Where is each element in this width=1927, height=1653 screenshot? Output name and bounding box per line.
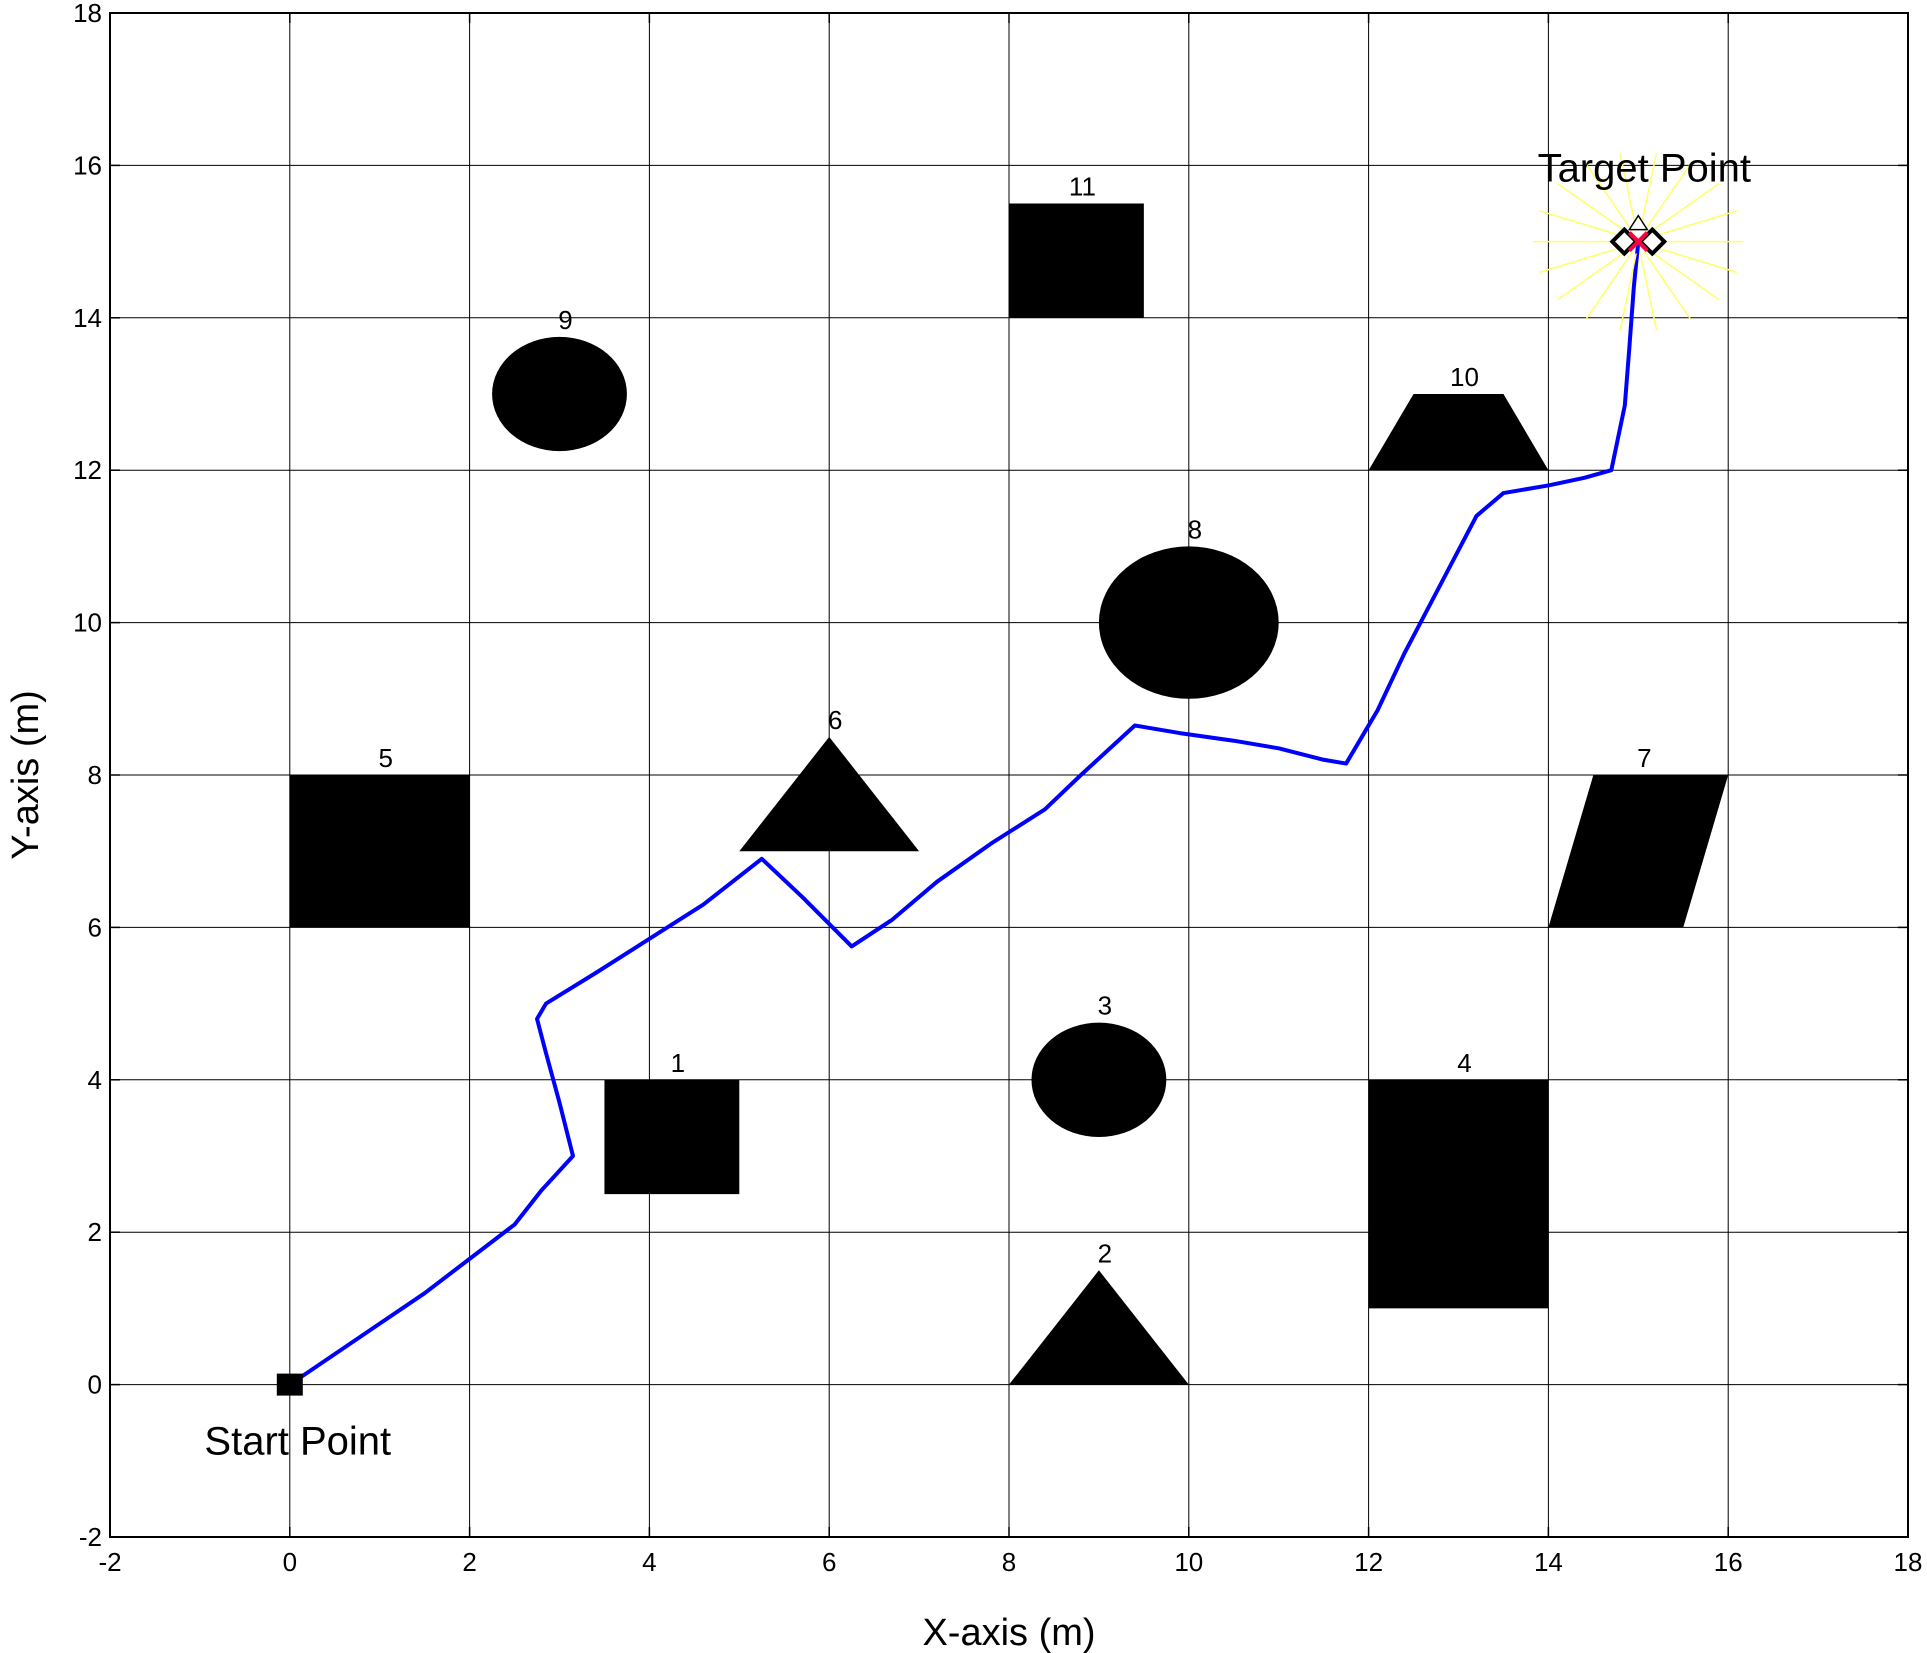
target-burst — [1533, 152, 1744, 331]
obstacles: 1 2 3 4 5 6 7 8 9 10 11 — [289, 172, 1729, 1385]
obstacle-1 — [604, 1079, 740, 1195]
burst-ray — [1585, 163, 1633, 232]
x-tick-label: 8 — [1002, 1547, 1016, 1577]
y-tick-label: 16 — [73, 150, 102, 180]
obstacle-label-6: 6 — [828, 705, 842, 735]
obstacle-label-4: 4 — [1457, 1048, 1471, 1078]
y-tick-label: -2 — [79, 1522, 102, 1552]
start-point-marker — [276, 1373, 303, 1396]
obstacle-label-9: 9 — [558, 305, 572, 335]
x-tick-label: 16 — [1714, 1547, 1743, 1577]
obstacle-8 — [1098, 546, 1279, 699]
obstacle-label-1: 1 — [671, 1048, 685, 1078]
target-triangle-marker — [1627, 214, 1649, 231]
burst-ray — [1647, 248, 1720, 301]
x-tick-label: 0 — [283, 1547, 297, 1577]
x-tick-label: -2 — [98, 1547, 121, 1577]
burst-ray — [1639, 253, 1658, 331]
obstacle-2 — [1009, 1270, 1189, 1385]
burst-ray — [1647, 183, 1720, 235]
y-tick-label: 4 — [88, 1065, 102, 1095]
robot-path — [288, 241, 1641, 1387]
x-tick-label: 6 — [822, 1547, 836, 1577]
burst-ray — [1619, 152, 1637, 230]
burst-ray — [1557, 183, 1630, 235]
y-tick-label: 2 — [88, 1217, 102, 1247]
obstacle-label-8: 8 — [1188, 514, 1202, 544]
y-tick-label: 6 — [88, 912, 102, 942]
x-tick-label: 4 — [642, 1547, 656, 1577]
obstacle-label-2: 2 — [1098, 1238, 1112, 1268]
x-tick-label: 10 — [1174, 1547, 1203, 1577]
burst-ray — [1619, 253, 1637, 331]
y-tick-label: 12 — [73, 455, 102, 485]
y-tick-label: 14 — [73, 303, 102, 333]
burst-ray — [1539, 210, 1628, 239]
y-tick-label: 18 — [73, 0, 102, 28]
obstacle-11 — [1009, 203, 1144, 318]
obstacle-label-10: 10 — [1450, 362, 1479, 392]
markers — [276, 152, 1744, 1396]
obstacle-3 — [1031, 1022, 1167, 1137]
start-point-label: Start Point — [204, 1420, 391, 1464]
burst-ray — [1649, 244, 1738, 274]
x-tick-label: 18 — [1894, 1547, 1923, 1577]
obstacle-label-5: 5 — [378, 743, 392, 773]
y-axis-label: Y-axis (m) — [5, 690, 47, 860]
obstacle-label-3: 3 — [1098, 991, 1112, 1021]
obstacle-4 — [1368, 1079, 1549, 1309]
y-tick-label: 0 — [88, 1370, 102, 1400]
target-cross-marker — [1627, 231, 1649, 253]
x-tick-label: 14 — [1534, 1547, 1563, 1577]
x-tick-label: 2 — [462, 1547, 476, 1577]
obstacle-9 — [492, 336, 627, 452]
obstacle-label-11: 11 — [1069, 172, 1096, 202]
y-tick-label: 10 — [73, 608, 102, 638]
obstacle-10 — [1368, 394, 1549, 471]
x-axis-label: X-axis (m) — [922, 1612, 1095, 1653]
path-line — [288, 241, 1641, 1387]
burst-ray — [1639, 152, 1658, 230]
burst-ray — [1643, 251, 1692, 320]
burst-ray — [1643, 163, 1692, 232]
obstacle-5 — [289, 775, 470, 928]
burst-ray — [1557, 248, 1630, 301]
x-tick-label: 12 — [1354, 1547, 1383, 1577]
obstacle-6 — [739, 736, 920, 852]
obstacle-7 — [1548, 775, 1729, 928]
burst-ray — [1649, 210, 1738, 239]
burst-ray — [1585, 251, 1633, 320]
target-point-label: Target Point — [1538, 147, 1751, 191]
burst-ray — [1539, 244, 1628, 274]
obstacle-label-7: 7 — [1637, 743, 1651, 773]
y-tick-label: 8 — [88, 760, 102, 790]
